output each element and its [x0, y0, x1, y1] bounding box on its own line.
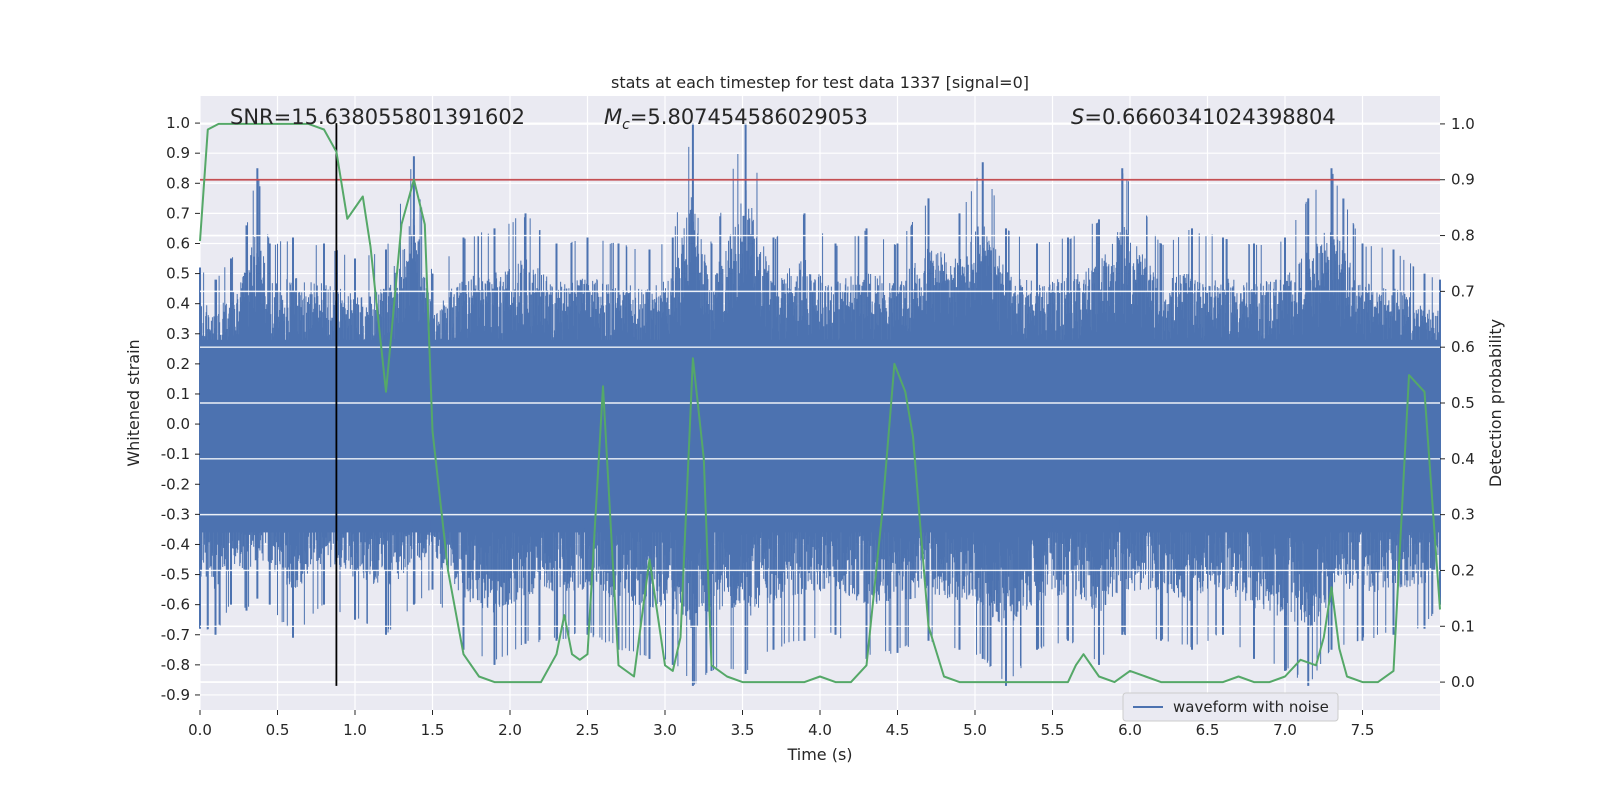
snr-annotation: SNR=15.638055801391602: [230, 105, 525, 129]
x-axis-label: Time (s): [786, 745, 852, 764]
y-right-tick-label: 0.6: [1451, 338, 1475, 356]
x-tick-label: 2.0: [498, 721, 522, 739]
left-axis-ticks: -0.9 -0.8 -0.7 -0.6 -0.5 -0.4 -0.3 -0.2 -0.1 0.0 0…: [161, 114, 200, 704]
s-annotation: S=0.6660341024398804: [1071, 105, 1336, 129]
y-left-tick-label: -0.5: [161, 566, 190, 584]
right-axis-ticks: 0.0 0.1 0.2 0.3 0.4 0.5 0.6 0.7 0.8 0.9 1.0: [1440, 115, 1475, 691]
y-left-tick-label: 0.6: [166, 234, 190, 252]
detection-probability-line: [199, 122, 1441, 684]
y-right-tick-label: 0.9: [1451, 171, 1475, 189]
y-left-tick-label: -0.9: [161, 686, 190, 704]
x-tick-label: 4.0: [808, 721, 832, 739]
y-left-tick-label: -0.3: [161, 505, 190, 523]
y-left-tick-label: -0.8: [161, 656, 190, 674]
y-right-tick-label: 0.8: [1451, 227, 1475, 245]
x-tick-label: 1.5: [421, 721, 445, 739]
y-left-tick-label: 0.1: [166, 385, 190, 403]
y-left-tick-label: 0.7: [166, 204, 190, 222]
y-right-tick-label: 1.0: [1451, 115, 1475, 133]
x-tick-label: 4.5: [886, 721, 910, 739]
y-left-tick-label: 0.3: [166, 325, 190, 343]
x-tick-label: 3.0: [653, 721, 677, 739]
x-tick-label: 1.0: [343, 721, 367, 739]
mc-annotation: Mc=5.807454586029053: [604, 105, 868, 133]
x-axis-ticks: 0.0 0.5 1.0 1.5 2.0 2.5 3.0 3.5 4.0 4.5 5.0 5.5 6.0 6…: [188, 710, 1374, 739]
y-left-tick-label: -0.4: [161, 535, 190, 553]
y-right-tick-label: 0.4: [1451, 450, 1475, 468]
y-left-tick-label: -0.1: [161, 445, 190, 463]
left-axis-label: Whitened strain: [124, 339, 143, 466]
y-right-tick-label: 0.0: [1451, 673, 1475, 691]
y-left-tick-label: 1.0: [166, 114, 190, 132]
x-tick-label: 5.0: [963, 721, 987, 739]
y-right-tick-label: 0.1: [1451, 617, 1475, 635]
x-tick-label: 3.5: [731, 721, 755, 739]
right-axis-label: Detection probability: [1486, 319, 1505, 487]
x-tick-label: 0.0: [188, 721, 212, 739]
y-right-tick-label: 0.5: [1451, 394, 1475, 412]
legend-box: [1122, 692, 1339, 722]
y-left-tick-label: 0.4: [166, 295, 190, 313]
s-symbol: S: [1071, 105, 1084, 129]
overlay-lines: [200, 123, 1440, 686]
y-right-tick-label: 0.2: [1451, 561, 1475, 579]
y-right-tick-label: 0.3: [1451, 506, 1475, 524]
x-tick-label: 5.5: [1041, 721, 1065, 739]
chart-title: stats at each timestep for test data 133…: [611, 73, 1029, 92]
x-tick-label: 0.5: [266, 721, 290, 739]
x-tick-label: 6.0: [1118, 721, 1142, 739]
y-left-tick-label: -0.6: [161, 596, 190, 614]
x-tick-label: 7.0: [1273, 721, 1297, 739]
mc-value: =5.807454586029053: [630, 105, 868, 129]
y-left-tick-label: 0.5: [166, 265, 190, 283]
y-right-tick-label: 0.7: [1451, 282, 1475, 300]
y-left-tick-label: 0.9: [166, 144, 190, 162]
y-left-tick-label: -0.7: [161, 626, 190, 644]
y-left-tick-label: 0.8: [166, 174, 190, 192]
mc-subscript: c: [622, 117, 630, 133]
s-value: =0.6660341024398804: [1084, 105, 1335, 129]
legend: waveform with noise: [1122, 692, 1339, 722]
x-tick-label: 2.5: [576, 721, 600, 739]
x-tick-label: 7.5: [1351, 721, 1375, 739]
mc-symbol: M: [604, 105, 622, 129]
waveform-series: [199, 123, 1441, 686]
y-left-tick-label: 0.2: [166, 355, 190, 373]
y-left-tick-label: -0.2: [161, 475, 190, 493]
x-tick-label: 6.5: [1196, 721, 1220, 739]
legend-label-waveform: waveform with noise: [1173, 698, 1329, 716]
probability-series: [199, 122, 1441, 684]
y-left-tick-label: 0.0: [166, 415, 190, 433]
